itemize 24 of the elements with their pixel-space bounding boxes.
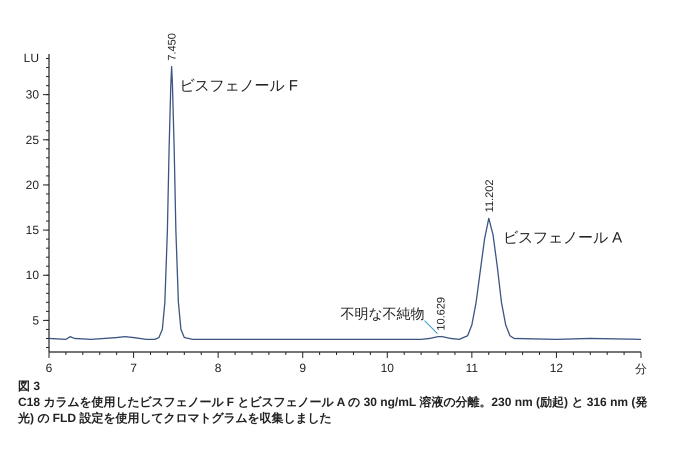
annotation: ビスフェノール A	[502, 229, 622, 246]
y-axis-title: LU	[24, 51, 39, 65]
y-tick-label: 10	[26, 268, 40, 282]
y-tick-label: 20	[26, 178, 40, 192]
annotation: 11.202	[484, 180, 496, 212]
line-series	[48, 66, 642, 340]
annotation: 不明な不純物	[340, 306, 424, 322]
x-axis-title: 分	[635, 362, 647, 376]
y-tick-label: 30	[26, 88, 40, 102]
x-tick-label: 8	[214, 361, 222, 375]
y-tick-label: 15	[26, 223, 40, 238]
x-tick-label: 10	[380, 361, 394, 375]
x-tick-label: 11	[466, 361, 478, 375]
annotation: ビスフェノール F	[180, 78, 298, 95]
y-tick-label: 25	[26, 132, 40, 147]
text: C18 カラムを使用したビスフェノール F とビスフェノール A の 30 ng/mL 溶液の分離。230 nm (励起) と 316 nm (発光) の FLD 設定を使用してクロマトグラムを収集しました	[18, 394, 648, 426]
x-tick-label: 6	[46, 361, 53, 375]
x-tick-label: 12	[550, 361, 564, 375]
y-tick-label: 5	[32, 313, 40, 328]
x-tick-label: 7	[130, 361, 138, 375]
annotation: 10.629	[435, 296, 448, 331]
annotation: 7.450	[166, 33, 179, 61]
x-tick-label: 9	[299, 361, 306, 375]
caption: 図 3	[18, 378, 42, 394]
